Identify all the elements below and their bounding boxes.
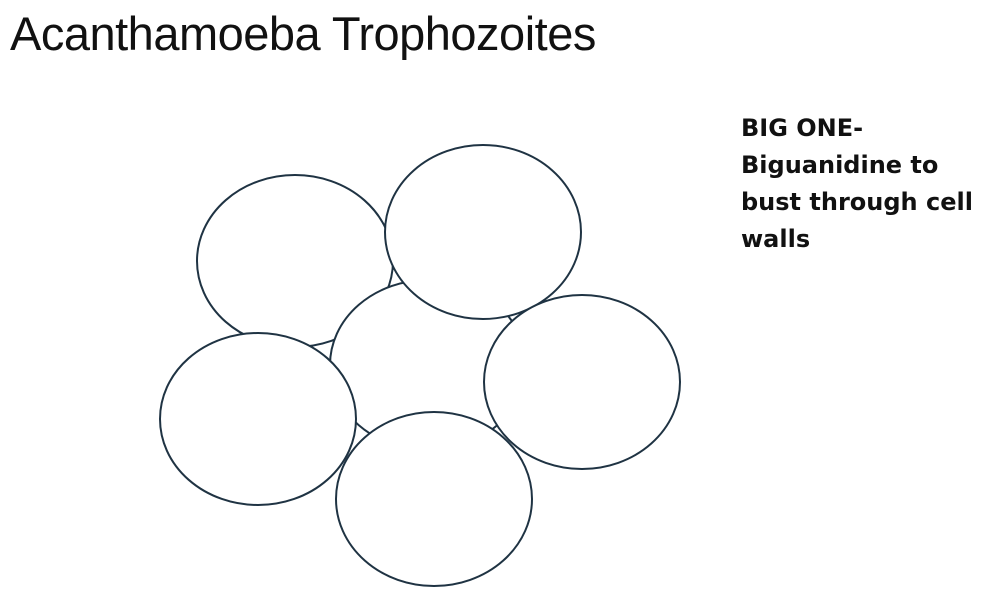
slide-title: Acanthamoeba Trophozoites (10, 7, 596, 60)
cell-right (483, 294, 681, 470)
cell-upper-right (384, 144, 582, 320)
cell-left (159, 332, 357, 506)
cell-bottom (335, 411, 533, 587)
side-note: BIG ONE- Biguanidine to bust through cel… (741, 114, 973, 253)
